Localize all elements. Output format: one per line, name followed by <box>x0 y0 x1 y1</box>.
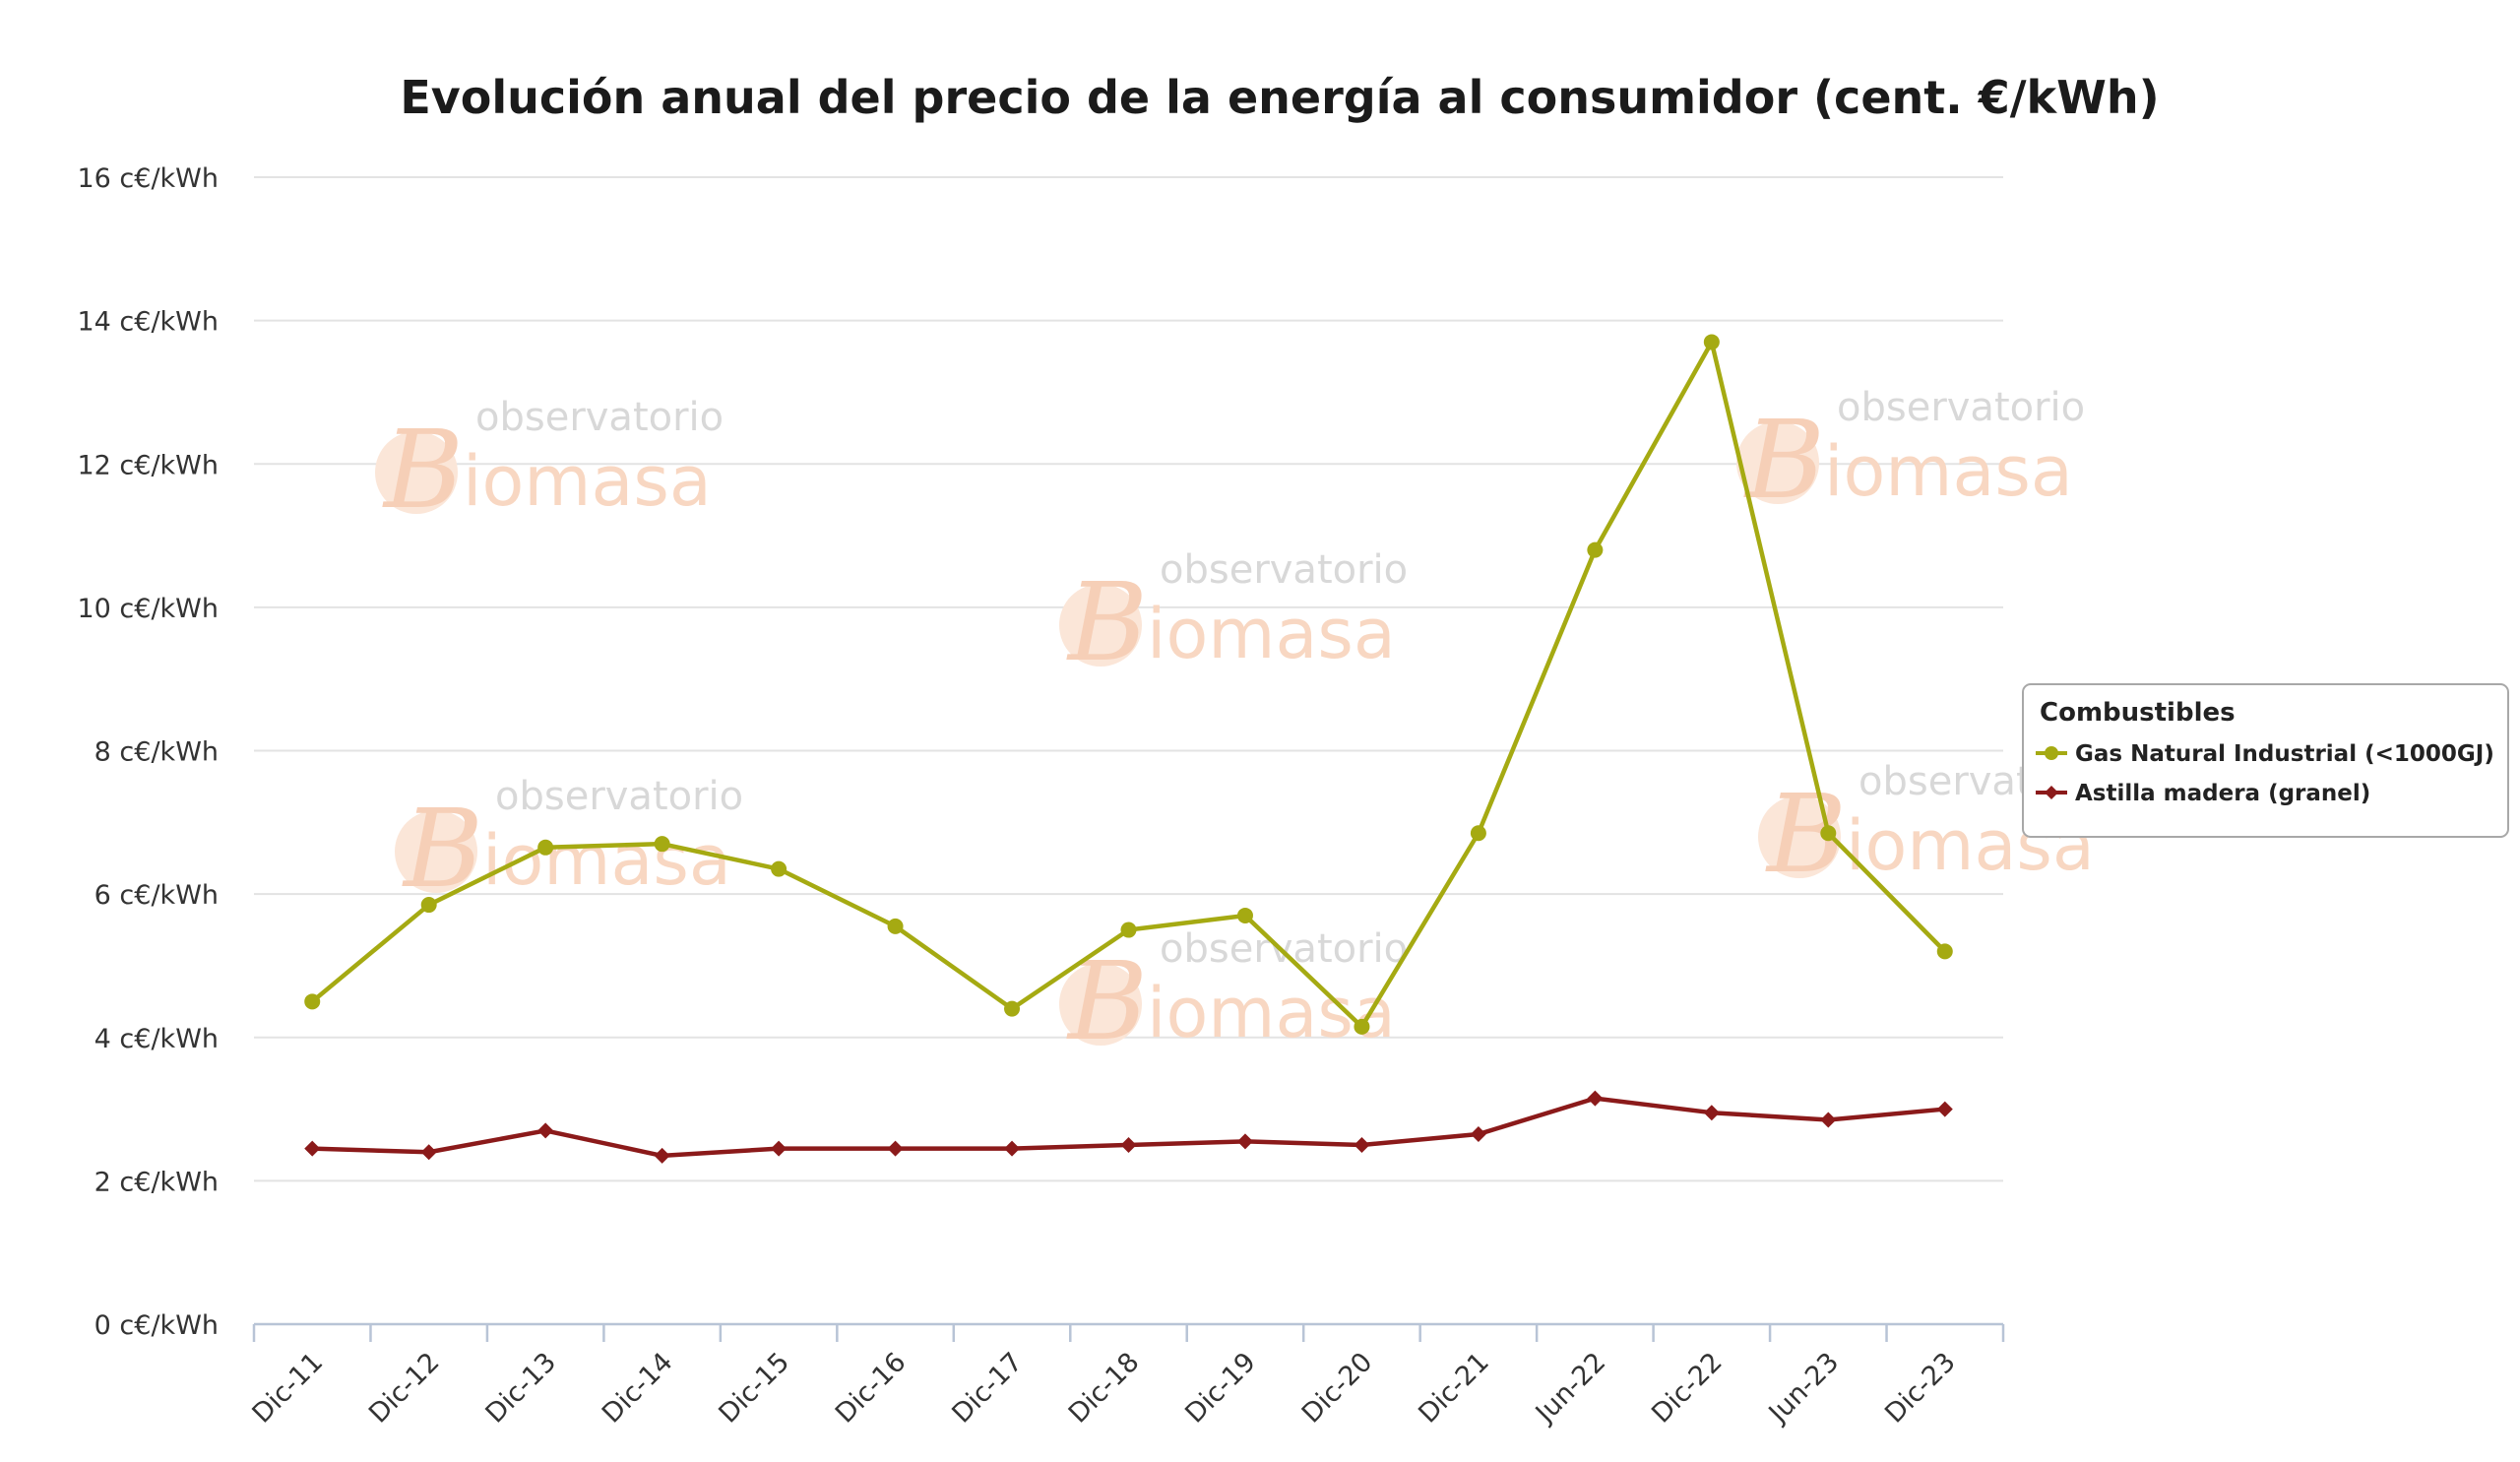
data-point <box>420 1144 437 1161</box>
data-point <box>887 1140 904 1157</box>
chart-title: Evolución anual del precio de la energía… <box>400 71 2159 124</box>
data-point <box>420 897 437 914</box>
y-tick-label: 2 c€/kWh <box>94 1167 219 1197</box>
watermark-line2: iomasa <box>1147 594 1396 674</box>
y-tick-label: 14 c€/kWh <box>77 307 219 338</box>
data-point <box>537 1122 554 1139</box>
data-point <box>1470 825 1486 842</box>
watermark-line1: observatorio <box>475 395 724 440</box>
data-point <box>1703 334 1720 350</box>
data-point <box>1936 943 1953 960</box>
y-tick-label: 4 c€/kWh <box>94 1024 219 1054</box>
x-tick-label: Dic-23 <box>1879 1347 1962 1430</box>
axes: Dic-11 Dic-12 Dic-13 Dic-14 Dic-15 Dic-16 Dic-… <box>247 1322 2005 1430</box>
data-point <box>304 1140 321 1157</box>
x-tick-label: Dic-22 <box>1646 1347 1729 1430</box>
x-tick-label: Dic-15 <box>713 1347 795 1430</box>
grid-lines: 0 c€/kWh 2 c€/kWh 4 c€/kWh 6 c€/kWh 8 c€/kWh… <box>77 163 2003 1341</box>
legend-title: Combustibles <box>2040 698 2236 728</box>
legend-marker <box>2045 746 2058 760</box>
data-point <box>304 993 321 1010</box>
watermark-letter: B <box>402 786 483 912</box>
series-lines <box>304 334 1953 1164</box>
y-tick-label: 16 c€/kWh <box>77 163 219 194</box>
watermark-letter: B <box>1743 397 1825 523</box>
watermark-line1: observatorio <box>1837 385 2085 430</box>
data-point <box>1236 907 1253 923</box>
x-tick-label: Jun-23 <box>1762 1347 1845 1430</box>
data-point <box>1004 1000 1021 1017</box>
data-point <box>771 860 788 877</box>
data-point <box>537 839 554 856</box>
watermark-circle <box>1758 795 1841 878</box>
watermark-line2: iomasa <box>1824 431 2073 512</box>
data-point <box>1470 1126 1486 1143</box>
data-point <box>1354 1018 1370 1035</box>
watermark-circle <box>1059 963 1142 1046</box>
data-point <box>1936 1101 1953 1117</box>
data-point <box>654 836 670 853</box>
series-gas-natural <box>304 334 1953 1035</box>
data-point <box>1820 825 1837 842</box>
y-tick-label: 0 c€/kWh <box>94 1310 219 1341</box>
watermark-line1: observatorio <box>1160 547 1408 593</box>
watermark-circle <box>1736 421 1819 504</box>
x-tick-label: Dic-18 <box>1063 1347 1146 1430</box>
data-point <box>1587 1090 1604 1107</box>
data-point <box>1120 1136 1137 1153</box>
data-point <box>1354 1136 1370 1153</box>
data-point <box>1820 1112 1837 1128</box>
x-tick-label: Dic-11 <box>247 1347 330 1430</box>
watermark-circle <box>395 810 477 893</box>
series-astilla-madera <box>304 1090 1953 1164</box>
watermark-circle <box>1059 584 1142 667</box>
watermark-line2: iomasa <box>463 441 712 522</box>
legend: Combustibles Gas Natural Industrial (<10… <box>2022 683 2509 838</box>
y-tick-label: 10 c€/kWh <box>77 594 219 624</box>
data-point <box>1004 1140 1021 1157</box>
legend-label: Gas Natural Industrial (<1000GJ) <box>2075 741 2494 767</box>
legend-marker <box>2045 786 2058 799</box>
data-point <box>887 918 904 934</box>
data-point <box>654 1147 670 1164</box>
x-tick-label: Dic-16 <box>830 1347 913 1430</box>
watermark-circle <box>375 431 458 514</box>
x-tick-label: Dic-19 <box>1179 1347 1262 1430</box>
data-point <box>1587 541 1604 558</box>
data-point <box>1703 1105 1720 1121</box>
x-tick-label: Jun-22 <box>1529 1347 1611 1430</box>
x-tick-label: Dic-21 <box>1413 1347 1495 1430</box>
watermark-letter: B <box>1066 938 1148 1064</box>
x-tick-label: Dic-13 <box>480 1347 563 1430</box>
y-tick-label: 8 c€/kWh <box>94 737 219 768</box>
data-point <box>1120 922 1137 938</box>
legend-item: Astilla madera (granel) <box>2036 781 2370 806</box>
y-tick-label: 12 c€/kWh <box>77 450 219 480</box>
watermark-letter: B <box>382 407 464 533</box>
watermark-line1: observatorio <box>495 774 743 819</box>
watermark-line1: observatorio <box>1160 926 1408 972</box>
x-tick-label: Dic-12 <box>363 1347 446 1430</box>
x-tick-label: Dic-17 <box>946 1347 1029 1430</box>
watermark-line2: iomasa <box>1147 973 1396 1053</box>
watermark-letter: B <box>1066 559 1148 685</box>
legend-box <box>2022 683 2509 838</box>
legend-item: Gas Natural Industrial (<1000GJ) <box>2036 741 2494 767</box>
legend-label: Astilla madera (granel) <box>2075 781 2370 806</box>
x-tick-label: Dic-20 <box>1296 1347 1379 1430</box>
data-point <box>771 1140 788 1157</box>
y-tick-label: 6 c€/kWh <box>94 880 219 911</box>
x-tick-label: Dic-14 <box>597 1347 679 1430</box>
data-point <box>1236 1133 1253 1150</box>
